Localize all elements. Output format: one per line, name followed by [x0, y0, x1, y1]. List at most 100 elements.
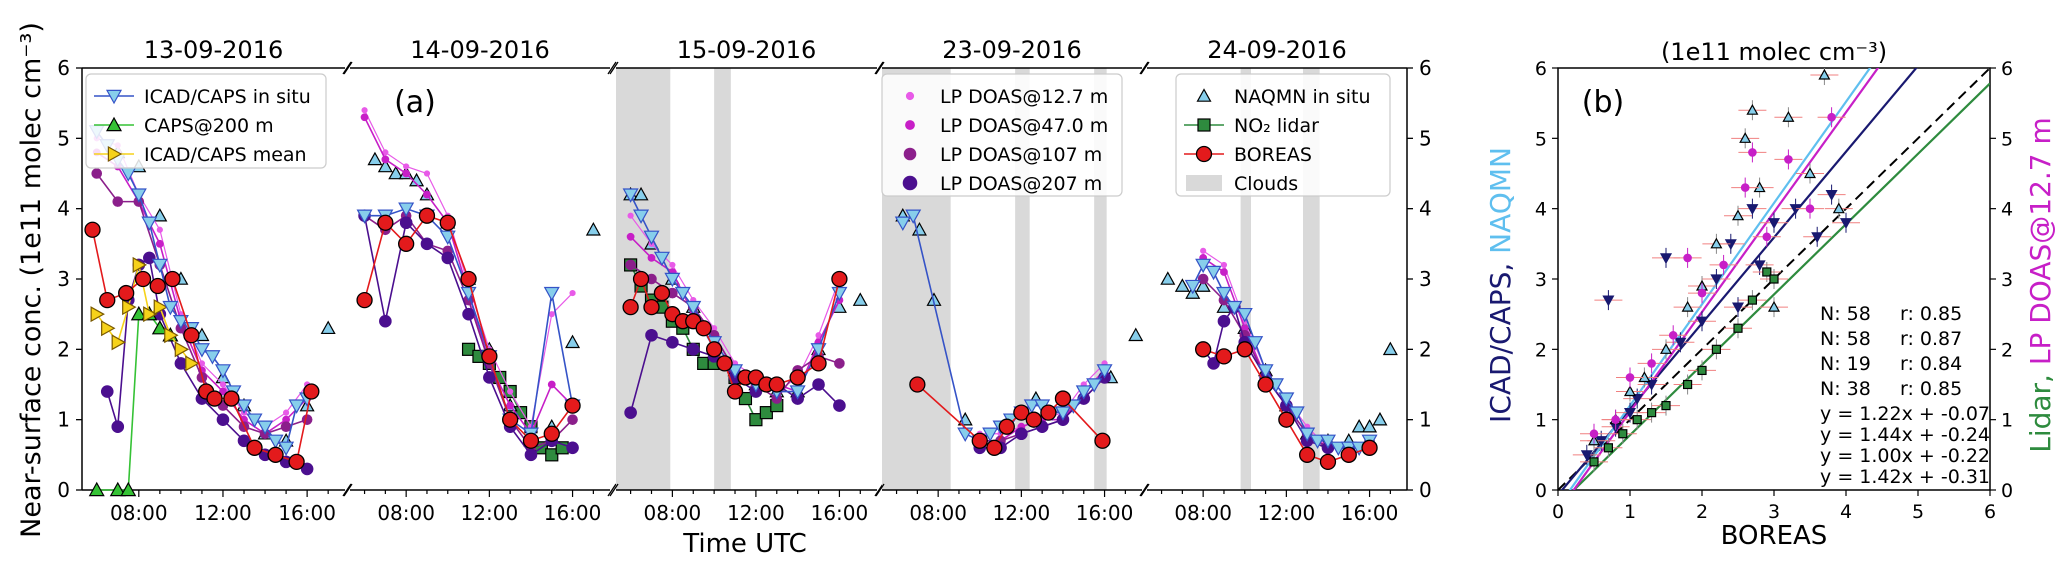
- scatter-point: [1646, 408, 1657, 418]
- data-point: [1160, 271, 1176, 285]
- scatter-point: [1580, 450, 1593, 462]
- data-point: [1330, 441, 1347, 457]
- scatter-point: [1674, 337, 1687, 349]
- data-point: [789, 369, 806, 386]
- x-tick-label: 3: [1768, 501, 1780, 523]
- data-point: [483, 371, 496, 384]
- series-line: [96, 313, 171, 491]
- y-tick-label-right: 5: [2001, 128, 2013, 150]
- y-tick-label-right: 3: [2001, 269, 2013, 291]
- stat-r: r: 0.84: [1900, 353, 1962, 375]
- fit-equation: y = 1.42x + -0.31: [1820, 466, 1990, 488]
- x-tick-label: 08:00: [1174, 501, 1232, 525]
- data-point: [122, 299, 137, 316]
- series-line: [363, 215, 573, 456]
- legend-marker: [1197, 118, 1211, 132]
- legend-item: LP DOAS@12.7 m: [905, 86, 1108, 108]
- x-tick-label: 12:00: [727, 501, 785, 525]
- data-point: [143, 306, 158, 323]
- axis-break-mark: [874, 483, 884, 497]
- legend-label: LP DOAS@47.0 m: [940, 115, 1108, 137]
- data-point: [219, 387, 227, 396]
- data-point: [90, 306, 105, 323]
- data-point: [101, 320, 116, 337]
- x-tick-label: 12:00: [461, 501, 519, 525]
- data-point: [460, 270, 477, 288]
- data-point: [507, 388, 514, 395]
- legend-item: Clouds: [1186, 173, 1298, 195]
- data-point: [193, 343, 210, 358]
- y-tick-label-right: 1: [1419, 408, 1432, 432]
- legend-frame: [1175, 73, 1391, 197]
- data-point: [759, 406, 773, 420]
- scatter-point: [1747, 295, 1758, 305]
- x-tick-label: 08:00: [644, 501, 702, 525]
- axis-break-mark: [342, 483, 352, 497]
- stat-r: r: 0.87: [1900, 328, 1962, 350]
- data-point: [1299, 427, 1316, 442]
- scatter-point: [1811, 232, 1824, 244]
- y-tick-label-right: 4: [2001, 199, 2013, 221]
- axis-break-mark: [609, 61, 619, 75]
- data-point: [1215, 348, 1233, 365]
- data-point: [986, 439, 1003, 456]
- scatter-title: (1e11 molec cm⁻³): [1661, 38, 1887, 66]
- data-point: [585, 222, 601, 236]
- data-point: [1054, 406, 1071, 421]
- data-point: [403, 163, 410, 170]
- panel-14-09-2016: 08:00 12:00 16:00 14-09-2016: [343, 36, 617, 525]
- stat-n: N: 58: [1820, 328, 1871, 350]
- data-point: [643, 298, 660, 316]
- scatter-series-lp127: [1580, 107, 1846, 444]
- data-point: [1174, 278, 1190, 292]
- data-point: [564, 397, 581, 414]
- panel-title: 15-09-2016: [677, 36, 816, 64]
- data-point: [664, 272, 681, 288]
- data-point: [666, 335, 679, 349]
- data-point: [653, 284, 671, 302]
- y-tick-label: 6: [57, 56, 70, 80]
- data-point: [1372, 411, 1388, 426]
- data-point: [288, 453, 305, 471]
- data-point: [356, 209, 373, 224]
- data-point: [223, 390, 240, 407]
- data-point: [1278, 392, 1295, 407]
- scatter-y-label-part: ICAD/CAPS,: [1484, 263, 1517, 423]
- data-point: [152, 207, 168, 222]
- axis-break-mark: [1140, 483, 1150, 497]
- data-point: [1054, 390, 1072, 407]
- legend-frame: [881, 73, 1123, 197]
- x-tick-label: 08:00: [377, 501, 435, 525]
- scatter-point: [1602, 295, 1615, 307]
- data-point: [1247, 336, 1264, 351]
- data-point: [206, 390, 223, 407]
- scatter-point: [1825, 190, 1838, 201]
- data-point: [183, 327, 200, 344]
- legend-marker: [905, 91, 915, 101]
- scatter-point: [1731, 209, 1745, 221]
- data-point: [1015, 427, 1028, 441]
- data-point: [300, 462, 314, 476]
- data-point: [695, 320, 712, 337]
- legend-marker: [902, 175, 918, 191]
- data-point: [669, 261, 676, 269]
- legend-item: LP DOAS@47.0 m: [905, 115, 1108, 137]
- data-point: [111, 420, 125, 434]
- scatter-point: [1681, 300, 1694, 312]
- data-point: [112, 196, 124, 207]
- legend-item: LP DOAS@107 m: [903, 144, 1102, 166]
- series-boreas: [622, 270, 848, 400]
- scatter-point: [1659, 343, 1673, 354]
- legend-label: ICAD/CAPS mean: [144, 144, 307, 166]
- series-line: [363, 214, 574, 442]
- data-point: [524, 448, 538, 462]
- legend-label: NO₂ lidar: [1234, 115, 1319, 137]
- axis-break-mark: [342, 61, 352, 75]
- data-point: [174, 341, 190, 358]
- series-icad: [1184, 258, 1378, 457]
- data-point: [1195, 341, 1212, 358]
- scatter-point: [1603, 443, 1614, 453]
- x-tick-label: 16:00: [278, 501, 336, 525]
- x-tick-label: 12:00: [993, 501, 1051, 525]
